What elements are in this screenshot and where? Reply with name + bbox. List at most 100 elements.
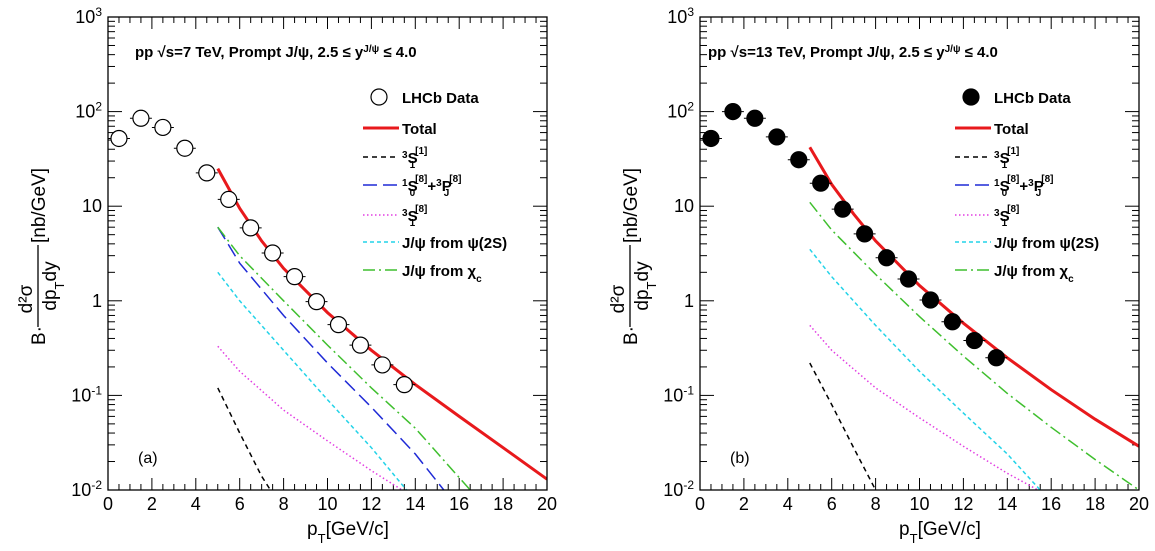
legend-label: 3S1[8] bbox=[994, 204, 1019, 229]
series-line bbox=[217, 226, 471, 490]
y-label-denominator: dpTdy bbox=[40, 261, 67, 311]
data-point bbox=[242, 219, 260, 237]
panel-label: (a) bbox=[138, 450, 158, 467]
data-point bbox=[965, 331, 983, 350]
series-line bbox=[217, 226, 445, 490]
series-line bbox=[217, 345, 403, 490]
data-point bbox=[329, 316, 348, 334]
data-point bbox=[899, 270, 918, 288]
y-tick-label: 10-1 bbox=[663, 383, 694, 405]
legend-label: LHCb Data bbox=[994, 90, 1071, 107]
y-tick-label: 10-2 bbox=[663, 478, 694, 500]
x-tick-label: 10 bbox=[909, 494, 929, 514]
data-point bbox=[220, 190, 238, 208]
data-point bbox=[176, 139, 194, 157]
chart-header: pp √s=13 TeV, Prompt J/ψ, 2.5 ≤ yJ/ψ ≤ 4… bbox=[708, 44, 998, 62]
data-point bbox=[307, 293, 326, 311]
x-tick-label: 18 bbox=[1085, 494, 1105, 514]
y-tick-label: 10-1 bbox=[71, 383, 102, 405]
legend-marker bbox=[370, 88, 388, 106]
y-tick-label: 103 bbox=[667, 5, 694, 27]
x-tick-label: 14 bbox=[997, 494, 1017, 514]
y-label-unit: [nb/GeV] bbox=[621, 168, 642, 243]
legend-label: 1S0[8]+3PJ[8] bbox=[402, 174, 462, 199]
series-line bbox=[809, 248, 1041, 490]
data-point bbox=[746, 109, 764, 127]
legend-label: J/ψ from ψ(2S) bbox=[402, 235, 507, 252]
x-tick-label: 14 bbox=[405, 494, 425, 514]
data-point bbox=[921, 291, 940, 309]
legend-marker bbox=[962, 88, 980, 106]
plot-frame bbox=[107, 16, 548, 491]
panel-b: 0 2 4 6 8 10 12 14 16 18 20 10-2 10-1 1 10 102 103 pp √s=… bbox=[608, 5, 1149, 546]
data-point bbox=[790, 151, 808, 169]
data-point bbox=[285, 268, 304, 286]
y-tick-label: 103 bbox=[75, 5, 102, 27]
data-point bbox=[264, 244, 282, 262]
y-tick-label: 1 bbox=[92, 291, 102, 311]
x-tick-label: 2 bbox=[739, 494, 749, 514]
chart-header: pp √s=7 TeV, Prompt J/ψ, 2.5 ≤ yJ/ψ ≤ 4.… bbox=[135, 44, 417, 62]
legend-label: J/ψ from χc bbox=[994, 263, 1074, 285]
legend-label: Total bbox=[402, 121, 437, 138]
x-tick-label: 2 bbox=[147, 494, 157, 514]
y-label-unit: [nb/GeV] bbox=[29, 168, 50, 243]
x-tick-label: 16 bbox=[1041, 494, 1061, 514]
x-tick-label: 0 bbox=[695, 494, 705, 514]
series-line bbox=[217, 271, 408, 490]
x-tick-label: 4 bbox=[783, 494, 793, 514]
panel-label: (b) bbox=[730, 450, 750, 467]
x-axis-label: pT[GeV/c] bbox=[307, 519, 389, 546]
data-point bbox=[856, 225, 874, 243]
y-tick-label: 10 bbox=[82, 196, 102, 216]
series-line bbox=[217, 387, 272, 490]
data-point bbox=[943, 313, 962, 331]
data-point bbox=[395, 376, 413, 394]
x-tick-label: 8 bbox=[871, 494, 881, 514]
y-label-prefix: B· bbox=[29, 326, 50, 345]
x-tick-label: 18 bbox=[493, 494, 513, 514]
x-tick-label: 6 bbox=[235, 494, 245, 514]
x-tick-label: 12 bbox=[953, 494, 973, 514]
data-point bbox=[834, 200, 852, 218]
y-tick-label: 1 bbox=[684, 291, 694, 311]
data-point bbox=[154, 118, 172, 137]
legend-label: J/ψ from ψ(2S) bbox=[994, 235, 1099, 252]
y-axis-label: B· d²σ dpTdy [nb/GeV] bbox=[16, 168, 67, 345]
y-label-prefix: B· bbox=[621, 326, 642, 345]
legend-label: Total bbox=[994, 121, 1029, 138]
data-point bbox=[198, 164, 216, 182]
x-tick-label: 16 bbox=[449, 494, 469, 514]
y-label-numerator: d²σ bbox=[608, 284, 629, 313]
y-label-denominator: dpTdy bbox=[632, 261, 659, 311]
series-line bbox=[808, 146, 1139, 448]
data-point bbox=[987, 349, 1005, 367]
data-point bbox=[351, 336, 370, 354]
data-point bbox=[812, 174, 830, 192]
legend-label: LHCb Data bbox=[402, 90, 479, 107]
curves bbox=[808, 146, 1139, 490]
y-tick-label: 10 bbox=[674, 196, 694, 216]
series-line bbox=[809, 324, 1039, 490]
data-point bbox=[373, 356, 391, 374]
legend-label: 3S1[1] bbox=[994, 146, 1019, 171]
series-line bbox=[216, 167, 547, 481]
panel-a: 0 2 4 6 8 10 12 14 16 18 20 10-2 10-1 1 10 102 103 pp √s=… bbox=[16, 5, 557, 546]
x-tick-label: 20 bbox=[537, 494, 557, 514]
x-tick-label: 6 bbox=[827, 494, 837, 514]
data-point bbox=[877, 249, 896, 267]
y-tick-label: 102 bbox=[667, 100, 694, 122]
x-tick-label: 8 bbox=[279, 494, 289, 514]
data-point bbox=[702, 129, 720, 148]
y-axis-label: B· d²σ dpTdy [nb/GeV] bbox=[608, 168, 659, 345]
legend-label: 3S1[8] bbox=[402, 204, 427, 229]
x-tick-label: 0 bbox=[103, 494, 113, 514]
x-axis-label: pT[GeV/c] bbox=[899, 519, 981, 546]
legend-label: 3S1[1] bbox=[402, 146, 427, 171]
series-line bbox=[809, 362, 877, 490]
curves bbox=[216, 167, 547, 490]
legend-label: J/ψ from χc bbox=[402, 263, 482, 285]
x-tick-label: 4 bbox=[191, 494, 201, 514]
x-tick-label: 10 bbox=[317, 494, 337, 514]
legend-label: 1S0[8]+3PJ[8] bbox=[994, 174, 1054, 199]
